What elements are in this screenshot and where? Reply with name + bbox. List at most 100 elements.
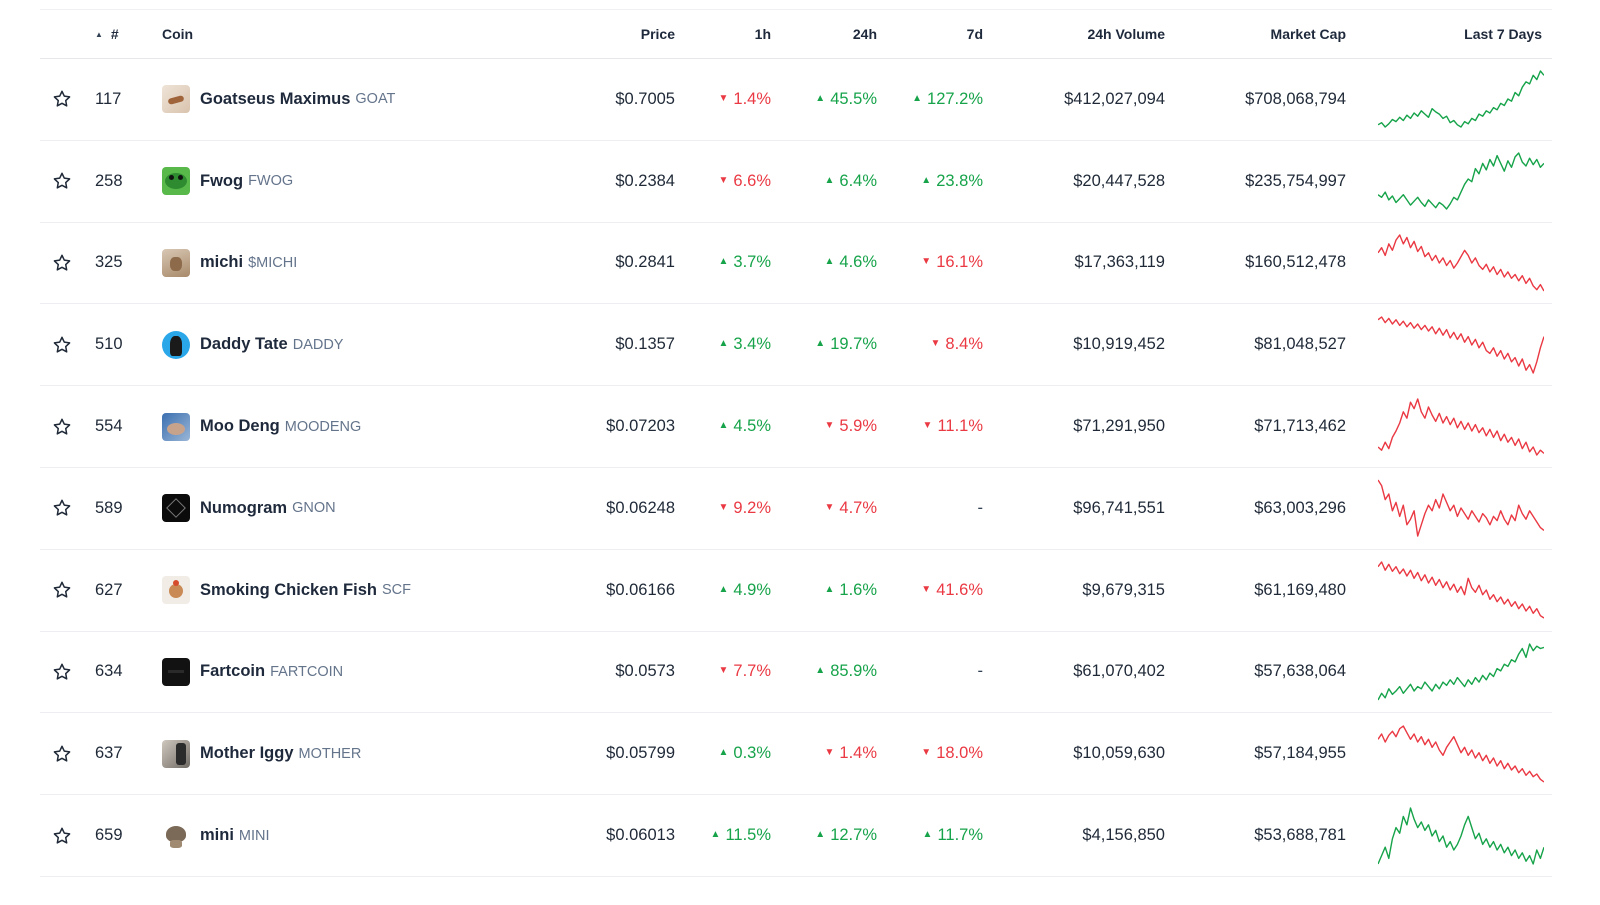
- change-7d: -: [977, 498, 984, 517]
- caret-up-icon: ▲: [718, 747, 729, 759]
- favorite-star-icon[interactable]: [50, 59, 74, 140]
- sparkline-chart: [1378, 795, 1544, 876]
- mini-logo: [162, 821, 190, 850]
- change-24h: ▼ 1.4%: [824, 744, 877, 763]
- coin-link[interactable]: Goatseus Maximus GOAT: [162, 59, 582, 140]
- caret-down-icon: ▼: [921, 256, 932, 268]
- coin-price: $0.06013: [606, 826, 675, 845]
- caret-down-icon: ▼: [718, 174, 729, 186]
- table-row[interactable]: 325 michi $MICHI $0.2841 ▲ 3.7% ▲ 4.6% ▼…: [40, 223, 1552, 305]
- caret-down-icon: ▼: [824, 747, 835, 759]
- change-24h: ▲ 12.7%: [815, 826, 877, 845]
- table-row[interactable]: 659 mini MINI $0.06013 ▲ 11.5% ▲ 12.7% ▲…: [40, 795, 1552, 877]
- coin-name: Fartcoin: [200, 662, 266, 681]
- coin-link[interactable]: Moo Deng MOODENG: [162, 386, 582, 467]
- change-1h: ▼ 7.7%: [718, 662, 771, 681]
- coin-volume: $61,070,402: [1073, 662, 1165, 681]
- coin-name: mini: [200, 826, 234, 845]
- coin-rank: 637: [95, 744, 123, 763]
- coin-link[interactable]: Fartcoin FARTCOIN: [162, 632, 582, 713]
- table-row[interactable]: 589 Numogram GNON $0.06248 ▼ 9.2% ▼ 4.7%…: [40, 468, 1552, 550]
- coin-price: $0.05799: [606, 744, 675, 763]
- sparkline-chart: [1378, 386, 1544, 467]
- table-row[interactable]: 634 Fartcoin FARTCOIN $0.0573 ▼ 7.7% ▲ 8…: [40, 632, 1552, 714]
- table-row[interactable]: 117 Goatseus Maximus GOAT $0.7005 ▼ 1.4%…: [40, 59, 1552, 141]
- coin-market-cap: $81,048,527: [1254, 335, 1346, 354]
- coin-symbol: MINI: [238, 827, 270, 844]
- sparkline-chart: [1378, 550, 1544, 631]
- caret-up-icon: ▲: [718, 256, 729, 268]
- favorite-star-icon[interactable]: [50, 795, 74, 876]
- 24h-header[interactable]: 24h: [852, 26, 877, 42]
- coin-volume: $96,741,551: [1073, 498, 1165, 517]
- caret-down-icon: ▼: [921, 583, 932, 595]
- coin-symbol: GNON: [292, 500, 336, 517]
- coin-rank: 627: [95, 580, 123, 599]
- change-1h: ▼ 1.4%: [718, 89, 771, 108]
- caret-down-icon: ▼: [930, 338, 941, 350]
- coin-price: $0.07203: [606, 417, 675, 436]
- coin-link[interactable]: michi $MICHI: [162, 223, 582, 304]
- goat-logo: [162, 85, 190, 114]
- fwog-logo: [162, 167, 190, 196]
- table-row[interactable]: 554 Moo Deng MOODENG $0.07203 ▲ 4.5% ▼ 5…: [40, 386, 1552, 468]
- favorite-star-icon[interactable]: [50, 141, 74, 222]
- favorite-star-icon[interactable]: [50, 223, 74, 304]
- market-cap-header[interactable]: Market Cap: [1270, 26, 1346, 42]
- favorite-star-icon[interactable]: [50, 304, 74, 385]
- caret-down-icon: ▼: [824, 501, 835, 513]
- change-24h: ▲ 6.4%: [824, 171, 877, 190]
- favorite-star-icon[interactable]: [50, 632, 74, 713]
- coin-rank: 510: [95, 335, 123, 354]
- coin-link[interactable]: Daddy Tate DADDY: [162, 304, 582, 385]
- caret-up-icon: ▲: [718, 583, 729, 595]
- coin-link[interactable]: Fwog FWOG: [162, 141, 582, 222]
- price-header[interactable]: Price: [640, 26, 675, 42]
- rank-header[interactable]: ▲ #: [95, 26, 119, 42]
- coin-rank: 325: [95, 253, 123, 272]
- coin-market-cap: $235,754,997: [1245, 171, 1346, 190]
- caret-down-icon: ▼: [718, 92, 729, 104]
- coin-market-cap: $61,169,480: [1254, 580, 1346, 599]
- coin-price: $0.06166: [606, 580, 675, 599]
- favorite-star-icon[interactable]: [50, 468, 74, 549]
- coin-link[interactable]: Numogram GNON: [162, 468, 582, 549]
- change-1h: ▲ 3.4%: [718, 335, 771, 354]
- coin-link[interactable]: mini MINI: [162, 795, 582, 876]
- sort-up-icon[interactable]: ▲: [95, 29, 103, 39]
- coin-link[interactable]: Smoking Chicken Fish SCF: [162, 550, 582, 631]
- coin-rank: 554: [95, 417, 123, 436]
- coin-symbol: $MICHI: [248, 254, 298, 271]
- caret-up-icon: ▲: [922, 829, 933, 841]
- caret-up-icon: ▲: [710, 829, 721, 841]
- table-row[interactable]: 637 Mother Iggy MOTHER $0.05799 ▲ 0.3% ▼…: [40, 713, 1552, 796]
- coin-header[interactable]: Coin: [162, 26, 194, 42]
- coin-price: $0.1357: [615, 335, 675, 354]
- coin-rank: 659: [95, 826, 123, 845]
- scf-logo: [162, 576, 190, 605]
- coin-price: $0.2384: [615, 171, 675, 190]
- table-row[interactable]: 627 Smoking Chicken Fish SCF $0.06166 ▲ …: [40, 550, 1552, 632]
- coin-name: Fwog: [200, 171, 244, 190]
- sparkline-chart: [1378, 304, 1544, 385]
- coin-price: $0.7005: [615, 89, 675, 108]
- 7d-header[interactable]: 7d: [966, 26, 983, 42]
- caret-up-icon: ▲: [718, 420, 729, 432]
- coin-link[interactable]: Mother Iggy MOTHER: [162, 713, 582, 794]
- coin-market-cap: $63,003,296: [1254, 498, 1346, 517]
- table-row[interactable]: 510 Daddy Tate DADDY $0.1357 ▲ 3.4% ▲ 19…: [40, 304, 1552, 387]
- coin-price: $0.0573: [615, 662, 675, 681]
- change-7d: -: [977, 662, 984, 681]
- caret-up-icon: ▲: [921, 174, 932, 186]
- favorite-star-icon[interactable]: [50, 713, 74, 794]
- coin-name: Goatseus Maximus: [200, 89, 351, 108]
- volume-header[interactable]: 24h Volume: [1087, 26, 1165, 42]
- change-24h: ▲ 4.6%: [824, 253, 877, 272]
- favorite-star-icon[interactable]: [50, 550, 74, 631]
- coin-market-cap: $71,713,462: [1254, 417, 1346, 436]
- coin-symbol: DADDY: [292, 336, 344, 353]
- 1h-header[interactable]: 1h: [754, 26, 771, 42]
- sparkline-line: [1378, 479, 1544, 538]
- favorite-star-icon[interactable]: [50, 386, 74, 467]
- table-row[interactable]: 258 Fwog FWOG $0.2384 ▼ 6.6% ▲ 6.4% ▲ 23…: [40, 141, 1552, 223]
